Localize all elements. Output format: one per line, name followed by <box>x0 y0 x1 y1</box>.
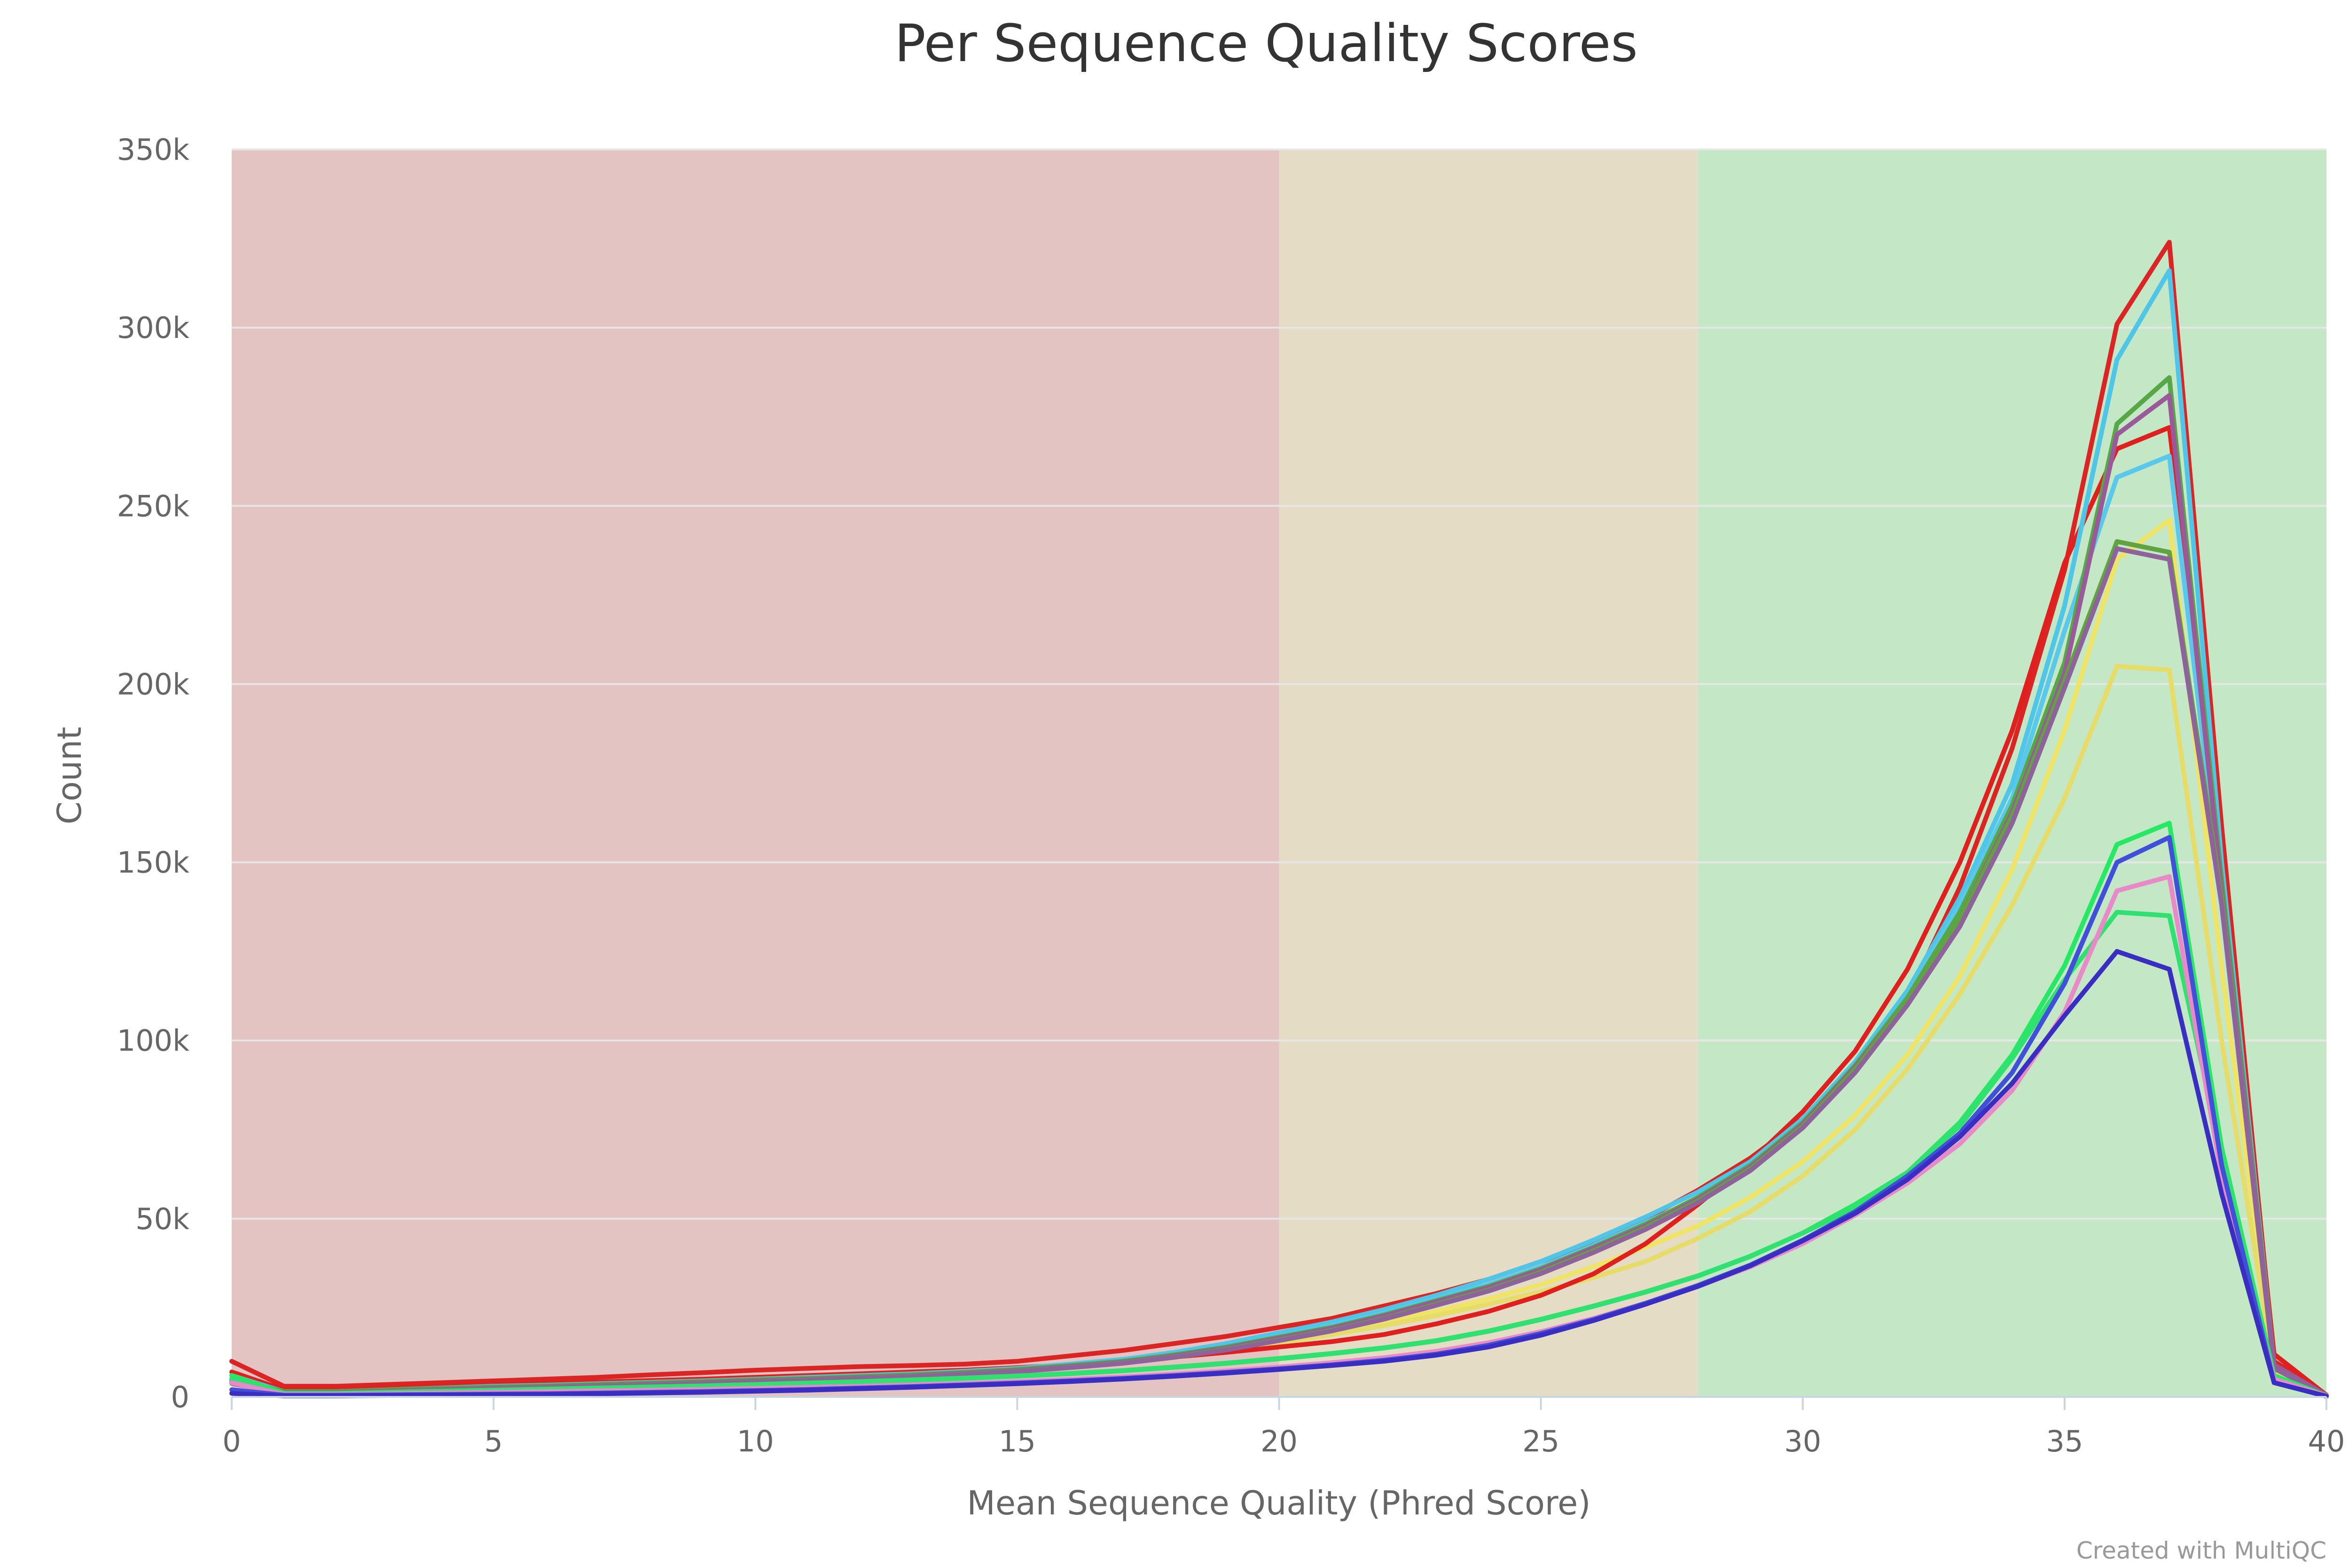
x-tick-label: 15 <box>999 1424 1036 1458</box>
x-tick-label: 20 <box>1261 1424 1298 1458</box>
x-axis-label: Mean Sequence Quality (Phred Score) <box>967 1484 1590 1522</box>
y-axis-label: Count <box>50 727 89 824</box>
y-tick-label: 50k <box>135 1202 189 1236</box>
y-tick-label: 350k <box>117 133 189 167</box>
x-tick-label: 40 <box>2308 1424 2345 1458</box>
x-tick-label: 35 <box>2046 1424 2083 1458</box>
x-tick-label: 25 <box>1522 1424 1559 1458</box>
y-tick-label: 300k <box>117 311 189 345</box>
y-tick-label: 250k <box>117 489 189 523</box>
x-tick-label: 30 <box>1784 1424 1821 1458</box>
x-tick-label: 0 <box>222 1424 241 1458</box>
series-lines[interactable] <box>229 240 2329 1399</box>
quality-band-1 <box>1279 149 1698 1397</box>
y-tick-label: 100k <box>117 1024 189 1058</box>
y-tick-label: 200k <box>117 667 189 701</box>
x-tick-label: 5 <box>484 1424 502 1458</box>
x-tick-label: 10 <box>737 1424 774 1458</box>
series-line-11[interactable] <box>229 909 2329 1398</box>
series-line-2[interactable] <box>229 240 2329 1398</box>
y-tick-label: 0 <box>171 1380 189 1414</box>
quality-band-0 <box>232 149 1279 1397</box>
x-axis-ticks: 0 5 10 15 20 25 30 35 40 <box>222 1397 2345 1458</box>
chart-title: Per Sequence Quality Scores <box>894 13 1637 73</box>
y-axis-ticks: 0 50k 100k 150k 200k 250k 300k 350k <box>117 133 189 1414</box>
y-tick-label: 150k <box>117 846 189 880</box>
series-line-14[interactable] <box>229 949 2329 1399</box>
credit-text: Created with MultiQC <box>2076 1537 2326 1564</box>
quality-bands <box>232 149 2326 1397</box>
